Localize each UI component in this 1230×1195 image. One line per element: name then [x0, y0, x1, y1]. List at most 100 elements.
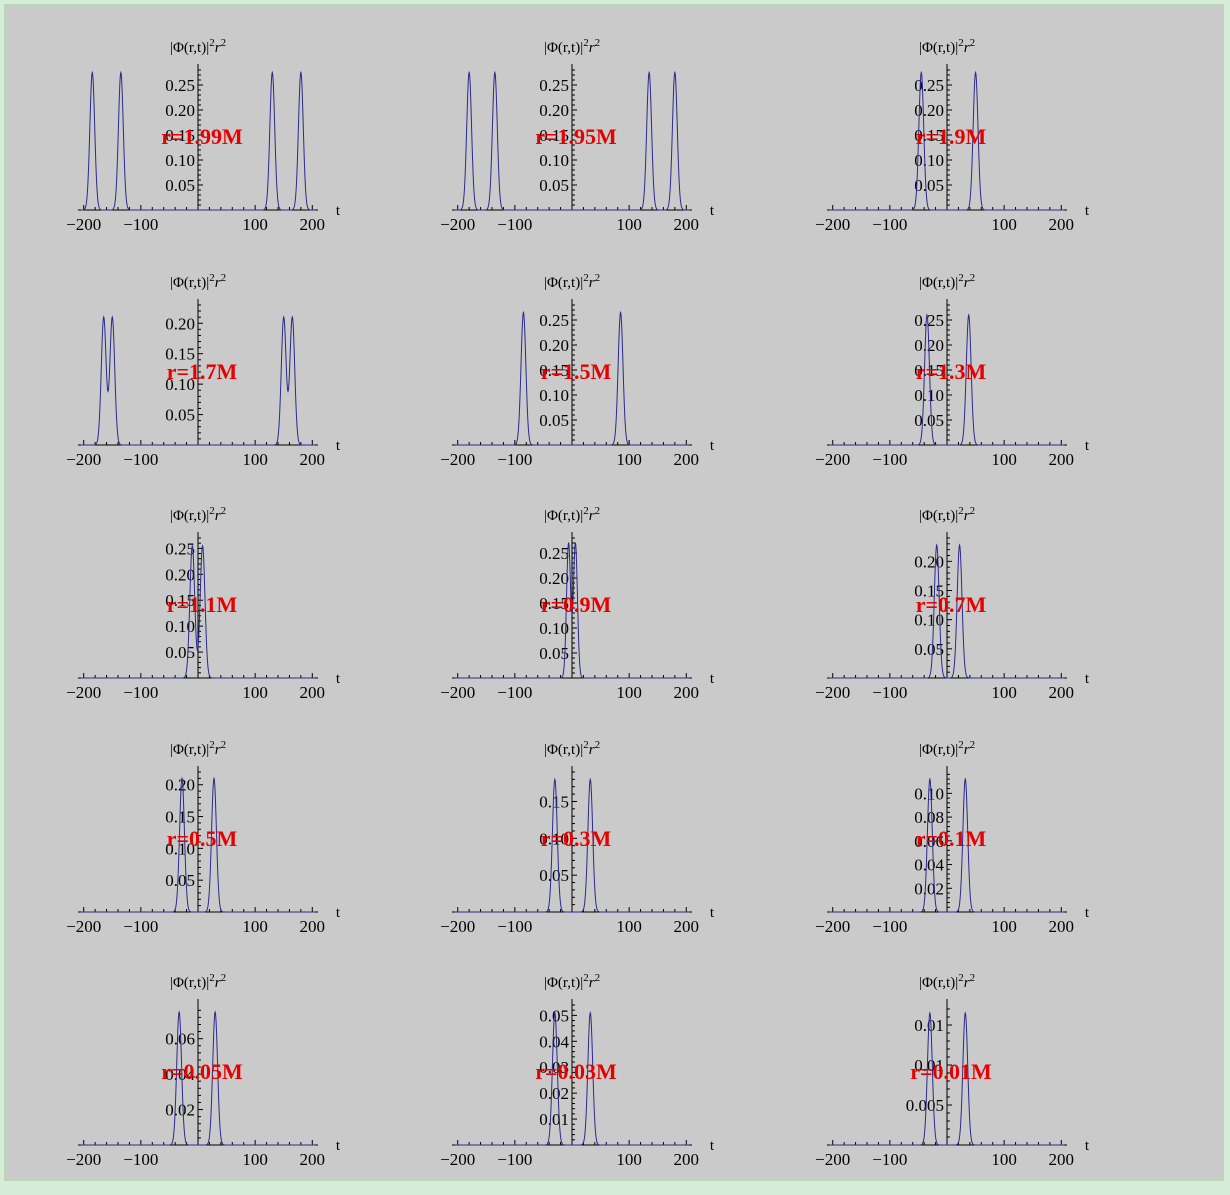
- y-axis-label: |Φ(r,t)|2r2: [544, 37, 600, 56]
- y-tick-label: 0.10: [165, 617, 195, 636]
- x-tick-label: −200: [66, 683, 101, 702]
- y-axis-label: |Φ(r,t)|2r2: [170, 272, 226, 291]
- x-tick-label: −100: [123, 917, 158, 936]
- series-curve: [80, 70, 316, 211]
- x-axis-label: t: [1085, 203, 1090, 219]
- y-tick-label: 0.20: [165, 776, 195, 795]
- r-annotation: r=0.3M: [541, 826, 612, 851]
- plot-svg: |Φ(r,t)|2r2−200 −100 100 200t0.050.100.150.…: [440, 272, 715, 469]
- x-tick-label: 100: [991, 450, 1017, 469]
- plot-panel: |Φ(r,t)|2r2 −200 −100 100 200 t 0.05 0.10 0.15 0.…: [440, 505, 752, 728]
- y-tick-label: 0.05: [914, 640, 944, 659]
- series-curve: [454, 777, 690, 913]
- x-tick-label: 200: [300, 917, 326, 936]
- y-tick-label: 0.08: [914, 808, 944, 827]
- y-tick-label: 0.25: [539, 544, 569, 563]
- plot-svg: |Φ(r,t)|2r2−200 −100 100 200t0.050.100.150.…: [66, 739, 341, 936]
- y-axis-label: |Φ(r,t)|2r2: [544, 739, 600, 758]
- y-axis-label: |Φ(r,t)|2r2: [919, 505, 975, 524]
- y-tick-label: 0.02: [914, 879, 944, 898]
- plot-svg: |Φ(r,t)|2r2 −200 −100 100 200 t 0.05 0.10 0.15 r=…: [440, 739, 715, 936]
- r-annotation: r=1.95M: [535, 124, 617, 149]
- x-tick-label: 200: [1049, 1150, 1075, 1169]
- x-tick-label: 100: [616, 917, 642, 936]
- x-axis-label: t: [1085, 438, 1090, 454]
- x-tick-label: 100: [991, 683, 1017, 702]
- y-tick-label: 0.20: [165, 314, 195, 333]
- x-tick-label: −100: [497, 215, 532, 234]
- plot-panel: |Φ(r,t)|2r2 −200 −100 100 200 t 0.05 0.10 0.15 0.…: [815, 272, 1127, 495]
- x-tick-label: −100: [872, 1150, 907, 1169]
- y-axis-label: |Φ(r,t)|2r2: [544, 272, 600, 291]
- y-tick-label: 0.20: [539, 101, 569, 120]
- x-tick-label: −200: [440, 917, 475, 936]
- r-annotation: r=0.9M: [541, 592, 612, 617]
- x-tick-label: 100: [991, 1150, 1017, 1169]
- x-tick-label: 100: [616, 1150, 642, 1169]
- x-tick-label: −100: [123, 215, 158, 234]
- r-annotation: r=0.1M: [916, 826, 987, 851]
- plot-panel: |Φ(r,t)|2r2 −200 −100 100 200 t 0.005 0.01 0.01 r…: [815, 972, 1127, 1195]
- plot-panel: |Φ(r,t)|2r2 −200 −100 100 200 t 0.01 0.02 0.03 0.…: [440, 972, 752, 1195]
- y-tick-label: 0.06: [914, 832, 944, 851]
- x-tick-label: −200: [815, 215, 850, 234]
- r-annotation: r=1.5M: [541, 359, 612, 384]
- y-tick-label: 0.15: [539, 594, 569, 613]
- series-curve: [80, 315, 316, 446]
- x-tick-label: 200: [300, 683, 326, 702]
- series-curve: [829, 1011, 1065, 1146]
- x-axis-label: t: [336, 203, 341, 219]
- x-tick-label: 100: [242, 1150, 268, 1169]
- plot-svg: |Φ(r,t)|2r2−200 −100 100 200t0.0050.010.01r…: [815, 972, 1090, 1169]
- r-annotation: r=0.05M: [161, 1059, 243, 1084]
- x-axis-label: t: [710, 203, 715, 219]
- y-tick-label: 0.25: [539, 311, 569, 330]
- r-annotation: r=0.5M: [167, 826, 238, 851]
- x-tick-label: −100: [497, 1150, 532, 1169]
- x-tick-label: −100: [123, 683, 158, 702]
- y-tick-label: 0.10: [914, 386, 944, 405]
- x-axis-label: t: [1085, 1138, 1090, 1154]
- y-tick-label: 0.15: [539, 361, 569, 380]
- y-tick-label: 0.02: [539, 1084, 569, 1103]
- y-tick-label: 0.15: [165, 126, 195, 145]
- x-tick-label: 200: [674, 215, 700, 234]
- x-axis-label: t: [336, 438, 341, 454]
- y-tick-label: 0.20: [165, 101, 195, 120]
- y-tick-label: 0.20: [165, 565, 195, 584]
- y-tick-label: 0.25: [165, 76, 195, 95]
- plot-panel: |Φ(r,t)|2r2 −200 −100 100 200 t 0.05 0.10 0.15 0.…: [815, 37, 1127, 260]
- r-annotation: r=0.7M: [916, 592, 987, 617]
- x-tick-label: 100: [242, 917, 268, 936]
- x-tick-label: −200: [440, 215, 475, 234]
- y-axis-label: |Φ(r,t)|2r2: [919, 972, 975, 991]
- y-axis-label: |Φ(r,t)|2r2: [170, 505, 226, 524]
- y-tick-label: 0.005: [906, 1096, 944, 1115]
- plot-panel: |Φ(r,t)|2r2 −200 −100 100 200 t 0.05 0.10 0.15 0.…: [440, 272, 752, 495]
- x-tick-label: 200: [300, 450, 326, 469]
- x-tick-label: −200: [66, 450, 101, 469]
- x-axis-label: t: [336, 905, 341, 921]
- y-tick-label: 0.05: [165, 643, 195, 662]
- y-tick-label: 0.20: [914, 552, 944, 571]
- series-curve: [829, 777, 1065, 913]
- series-curve: [80, 776, 316, 913]
- y-tick-label: 0.10: [539, 829, 569, 848]
- x-tick-label: −200: [66, 1150, 101, 1169]
- plot-svg: |Φ(r,t)|2r2−200 −100 100 200t0.050.100.150.…: [815, 505, 1090, 702]
- x-tick-label: 200: [674, 1150, 700, 1169]
- y-tick-label: 0.15: [539, 792, 569, 811]
- x-tick-label: −100: [497, 450, 532, 469]
- r-annotation: r=0.01M: [910, 1059, 992, 1084]
- x-tick-label: 100: [616, 450, 642, 469]
- x-axis-label: t: [710, 438, 715, 454]
- y-tick-label: 0.25: [539, 76, 569, 95]
- y-tick-label: 0.15: [914, 126, 944, 145]
- r-annotation: r=1.9M: [916, 124, 987, 149]
- x-tick-label: −200: [815, 683, 850, 702]
- x-tick-label: 100: [242, 450, 268, 469]
- x-tick-label: −200: [440, 1150, 475, 1169]
- y-axis-label: |Φ(r,t)|2r2: [170, 37, 226, 56]
- plot-svg: |Φ(r,t)|2r2 −200 −100 100 200 t 0.01 0.02 0.03 0.…: [440, 972, 715, 1169]
- x-tick-label: −100: [497, 917, 532, 936]
